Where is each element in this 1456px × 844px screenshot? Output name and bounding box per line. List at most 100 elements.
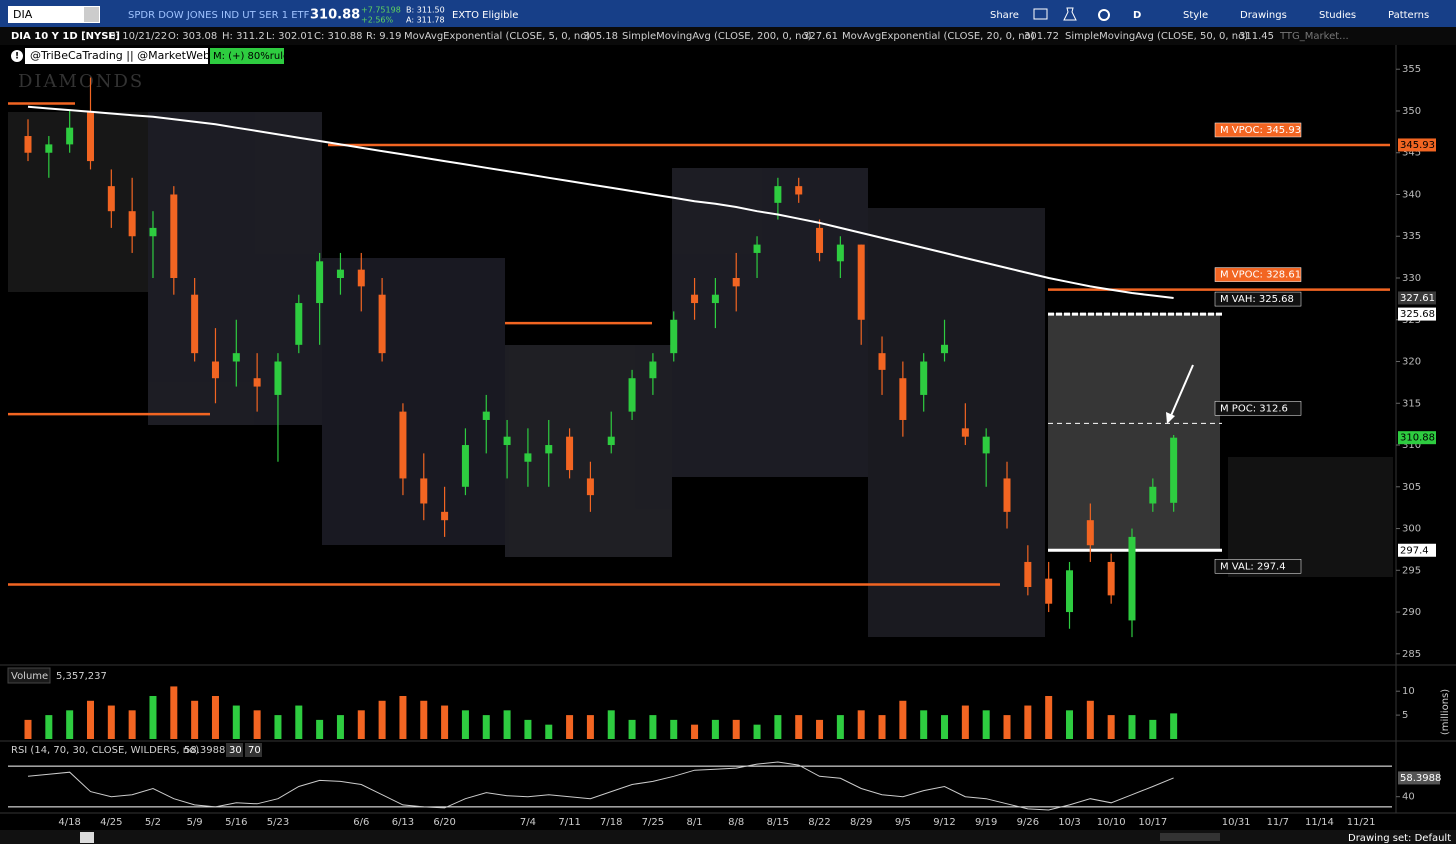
y-tick-label: 10 (1402, 686, 1415, 697)
rsi-tag-label: 58.3988 (1400, 773, 1441, 784)
volume-bar (253, 710, 261, 739)
candle-body (774, 186, 782, 203)
volume-bar (941, 715, 949, 739)
volume-bar (274, 715, 282, 739)
volume-profiles (8, 112, 1393, 637)
info-item: C: 310.88 (314, 31, 363, 42)
studies-button[interactable]: Studies (1319, 10, 1356, 21)
icon[interactable] (1063, 7, 1077, 21)
volume-bar (149, 695, 157, 739)
scroll-button[interactable] (80, 832, 94, 843)
alert-icon[interactable] (11, 50, 23, 62)
y-tick-label: 335 (1402, 231, 1421, 242)
price-tag (1398, 307, 1436, 321)
candle-body (211, 361, 219, 379)
y-tick-label: 345 (1402, 148, 1421, 159)
x-tick-label: 7/11 (558, 817, 580, 828)
candle-body (691, 294, 699, 304)
credit-box (25, 48, 208, 64)
info-item: D: 10/21/22 (108, 31, 167, 42)
last-price: 310.88 (310, 8, 360, 23)
volume-bar (1170, 713, 1178, 739)
x-tick-label: 4/18 (58, 817, 80, 828)
volume-bar (691, 724, 699, 739)
volume-bar (899, 700, 907, 739)
candle-body (149, 227, 157, 237)
candle-body (232, 353, 240, 362)
x-tick-label: 5/9 (187, 817, 203, 828)
y-tick-label: 315 (1402, 398, 1421, 409)
volume-bar (336, 715, 344, 739)
share-button[interactable]: Share (990, 10, 1019, 21)
volume-bar (649, 715, 657, 739)
candle-body (128, 211, 136, 237)
candle-body (607, 436, 615, 446)
rule-badge-box (210, 48, 284, 64)
candle-body (420, 478, 428, 504)
info-item: O: 303.08 (168, 31, 217, 42)
level-label: M VPOC: 328.61 (1220, 270, 1301, 281)
x-tick-label: 10/31 (1222, 817, 1251, 828)
description: SPDR DOW JONES IND UT SER 1 ETF (128, 10, 310, 21)
style-button[interactable]: Style (1183, 10, 1208, 21)
drawings-button[interactable]: Drawings (1240, 10, 1287, 21)
rsi-band-high: 70 (248, 745, 261, 756)
x-tick-label: 5/16 (225, 817, 247, 828)
x-tick-label: 8/15 (767, 817, 789, 828)
candle-body (1107, 561, 1115, 596)
candle-body (982, 436, 990, 454)
moving-average (27, 105, 1174, 299)
candle-body (191, 294, 199, 354)
x-tick-label: 6/6 (353, 817, 369, 828)
scrollbar[interactable] (1160, 833, 1220, 841)
symbol[interactable]: DIA (13, 8, 33, 21)
chart-symbol: DIA 10 Y 1D [NYSE] (11, 31, 120, 42)
symbol-box[interactable] (8, 6, 100, 23)
rsi-band-low: 30 (229, 745, 242, 756)
drawing-set[interactable]: Drawing set: Default (1348, 833, 1451, 844)
volume-bar (441, 705, 449, 739)
rsi-last: 58.3988 (184, 745, 225, 756)
volume-bar (357, 710, 365, 739)
level-label-box (1214, 122, 1302, 138)
info-item: L: 302.01 (266, 31, 313, 42)
period-button[interactable]: D (1133, 10, 1141, 21)
y-tick-label: 340 (1402, 189, 1421, 200)
info-item: H: 311.2 (222, 31, 265, 42)
volume-bar (86, 700, 94, 739)
candle-body (336, 269, 344, 279)
volume-bar (1086, 700, 1094, 739)
candle-body (45, 144, 53, 153)
candle-body (253, 378, 261, 387)
change-pct: +2.56% (361, 16, 394, 25)
y-tick-label: 330 (1402, 273, 1421, 284)
patterns-button[interactable]: Patterns (1388, 10, 1429, 21)
alert-mark: ! (15, 52, 19, 62)
rsi-line (27, 761, 1174, 811)
volume-bar (107, 705, 115, 739)
icon[interactable] (1033, 8, 1048, 20)
candle-body (461, 445, 469, 487)
candle-body (816, 227, 824, 253)
icon[interactable] (1098, 9, 1110, 21)
y-tick-label: 310 (1402, 440, 1421, 451)
price-tag-label: 345.93 (1400, 140, 1435, 151)
volume-bar (774, 715, 782, 739)
symbol-dropdown[interactable] (84, 7, 99, 22)
volume-bar (170, 686, 178, 739)
study-value: 327.61 (803, 31, 838, 42)
candle-body (482, 411, 490, 420)
candle-body (107, 186, 115, 212)
watermark: DIAMONDS (18, 71, 144, 92)
rule-badge: M: (+) 80%rule (213, 51, 289, 62)
volume-bar (1066, 710, 1073, 739)
candle-body (170, 194, 178, 279)
volume-bar (795, 715, 803, 739)
candle-body (1170, 437, 1178, 503)
x-tick-label: 8/8 (728, 817, 744, 828)
volume-bar (316, 719, 324, 739)
y-tick-label: 355 (1402, 64, 1421, 75)
volume-bar (857, 710, 865, 739)
x-tick-label: 8/22 (808, 817, 830, 828)
